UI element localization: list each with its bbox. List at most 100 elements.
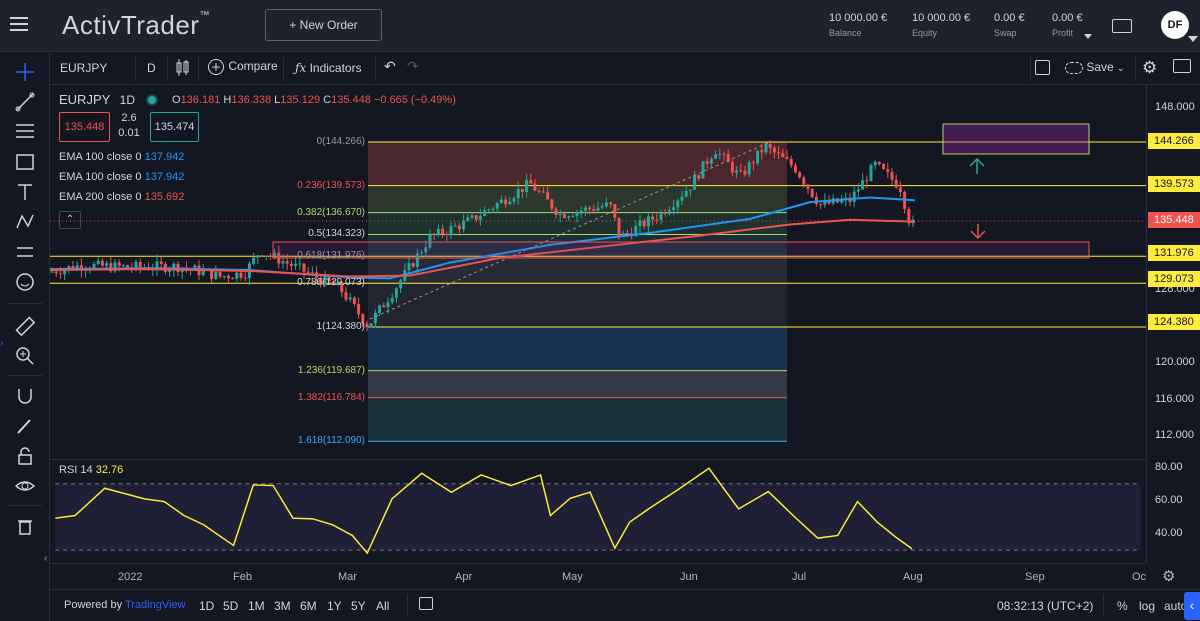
time-label: Mar bbox=[338, 571, 357, 583]
chevron-left-icon[interactable]: ‹ bbox=[1184, 592, 1200, 620]
chevron-down-icon[interactable] bbox=[1188, 36, 1198, 46]
ohlc-values: O136.181 H136.338 L135.129 C135.448 −0.6… bbox=[172, 94, 456, 106]
candle-body bbox=[331, 281, 335, 286]
indicators-button[interactable]: ƒx Indicators bbox=[295, 61, 362, 75]
clock[interactable]: 08:32:13 (UTC+2) bbox=[997, 599, 1094, 613]
candle-body bbox=[747, 162, 751, 175]
candle-body bbox=[869, 165, 873, 182]
candle-body bbox=[651, 216, 655, 220]
fullscreen-icon[interactable] bbox=[1035, 60, 1050, 75]
range-1m[interactable]: 1M bbox=[248, 599, 265, 613]
candle-body bbox=[306, 271, 310, 273]
fib-band bbox=[368, 326, 787, 371]
menu-icon[interactable] bbox=[10, 17, 28, 31]
candle-body bbox=[558, 213, 562, 216]
sell-price-button[interactable]: 135.448 bbox=[59, 112, 110, 142]
candle-body bbox=[546, 192, 550, 200]
price-tag: 139.573 bbox=[1148, 176, 1200, 192]
last-price-tag: 135.448 bbox=[1148, 212, 1200, 228]
new-order-button[interactable]: + New Order bbox=[265, 9, 382, 41]
candle-body bbox=[273, 252, 277, 257]
divider bbox=[1030, 57, 1031, 81]
candle-body bbox=[462, 220, 466, 230]
range-5y[interactable]: 5Y bbox=[351, 599, 366, 613]
zoom-in-icon[interactable] bbox=[14, 345, 36, 367]
pencil-lock-icon[interactable] bbox=[14, 415, 36, 437]
range-1d[interactable]: 1D bbox=[199, 599, 215, 613]
plus-circle-icon bbox=[208, 59, 224, 75]
time-label: Jul bbox=[792, 571, 807, 583]
axis-label: 116.000 bbox=[1155, 393, 1194, 405]
candle-body bbox=[541, 191, 545, 193]
ruler-icon[interactable] bbox=[14, 315, 36, 337]
magnet-icon[interactable] bbox=[14, 385, 36, 407]
powered-by[interactable]: Powered by TradingView bbox=[64, 599, 186, 611]
time-label: Aug bbox=[903, 571, 923, 583]
eye-icon[interactable] bbox=[14, 475, 36, 497]
range-1y[interactable]: 1Y bbox=[327, 599, 342, 613]
candle-body bbox=[294, 263, 298, 267]
range-all[interactable]: All bbox=[376, 599, 390, 613]
smiley-icon[interactable] bbox=[14, 271, 36, 293]
lock-icon[interactable] bbox=[14, 445, 36, 467]
fib-retracement-icon[interactable] bbox=[14, 121, 36, 143]
price-chart[interactable] bbox=[50, 85, 1146, 456]
candles-icon[interactable] bbox=[176, 59, 190, 80]
avatar[interactable]: DF bbox=[1161, 11, 1189, 39]
gear-icon[interactable]: ⚙ bbox=[1142, 58, 1158, 77]
mail-icon[interactable] bbox=[1112, 19, 1132, 33]
candle-body bbox=[642, 220, 646, 227]
camera-icon[interactable] bbox=[1173, 59, 1191, 73]
chevron-down-icon[interactable] bbox=[1084, 34, 1092, 39]
candle-body bbox=[722, 153, 726, 155]
trash-icon[interactable] bbox=[14, 515, 36, 537]
candle-body bbox=[596, 207, 600, 211]
fib-label: 0.786(129.073) bbox=[297, 277, 365, 289]
rsi-pane[interactable] bbox=[50, 459, 1146, 563]
redo-icon[interactable]: ↷ bbox=[407, 58, 419, 74]
range-6m[interactable]: 6M bbox=[300, 599, 317, 613]
candle-body bbox=[504, 199, 508, 205]
profit-stat[interactable]: 0.00 € Profit bbox=[1052, 12, 1083, 38]
rectangle-icon[interactable] bbox=[14, 151, 36, 173]
auto-toggle[interactable]: auto bbox=[1164, 599, 1188, 613]
undo-icon[interactable]: ↶ bbox=[384, 58, 396, 74]
save-button[interactable]: Save ⌄ bbox=[1065, 60, 1125, 74]
candle-body bbox=[886, 168, 890, 173]
chevron-right-icon[interactable]: › bbox=[0, 338, 4, 349]
trend-line-icon[interactable] bbox=[14, 91, 36, 113]
prediction-icon[interactable] bbox=[14, 241, 36, 263]
compare-button[interactable]: Compare bbox=[207, 58, 278, 76]
fib-band bbox=[368, 283, 787, 327]
candle-body bbox=[508, 201, 512, 205]
calendar-icon[interactable] bbox=[419, 597, 433, 610]
price-axis[interactable]: 148.000 128.000 120.000 116.000 112.000 … bbox=[1146, 85, 1200, 563]
candle-body bbox=[138, 262, 142, 268]
chevron-left-icon[interactable]: ‹ bbox=[44, 553, 48, 564]
interval-selector[interactable]: D bbox=[147, 61, 156, 75]
log-toggle[interactable]: log bbox=[1139, 599, 1156, 613]
candle-body bbox=[777, 152, 781, 154]
buy-price-button[interactable]: 135.474 bbox=[150, 112, 199, 142]
candle-body bbox=[436, 228, 440, 235]
pattern-icon[interactable] bbox=[14, 211, 36, 233]
divider bbox=[8, 303, 42, 304]
candle-body bbox=[562, 213, 566, 218]
ema-legend-row[interactable]: EMA 100 close 0 137.942 bbox=[59, 171, 185, 183]
crosshair-icon[interactable] bbox=[14, 61, 36, 83]
text-icon[interactable] bbox=[14, 181, 36, 203]
candle-body bbox=[218, 271, 222, 277]
symbol-search[interactable]: EURJPY bbox=[60, 61, 108, 75]
collapse-legend-button[interactable]: ⌃ bbox=[59, 211, 81, 229]
gear-icon[interactable]: ⚙ bbox=[1162, 568, 1176, 585]
range-5d[interactable]: 5D bbox=[223, 599, 239, 613]
range-3m[interactable]: 3M bbox=[274, 599, 291, 613]
candle-body bbox=[554, 208, 558, 216]
ema-legend-row[interactable]: EMA 100 close 0 137.942 bbox=[59, 151, 185, 163]
percent-toggle[interactable]: % bbox=[1117, 599, 1128, 613]
candle-body bbox=[684, 191, 688, 197]
time-axis[interactable]: 2022 Feb Mar Apr May Jun Jul Aug Sep Oc bbox=[50, 563, 1146, 587]
legend-interval: 1D bbox=[119, 93, 135, 107]
ema-legend-row[interactable]: EMA 200 close 0 135.692 bbox=[59, 191, 185, 203]
candle-body bbox=[67, 266, 71, 270]
